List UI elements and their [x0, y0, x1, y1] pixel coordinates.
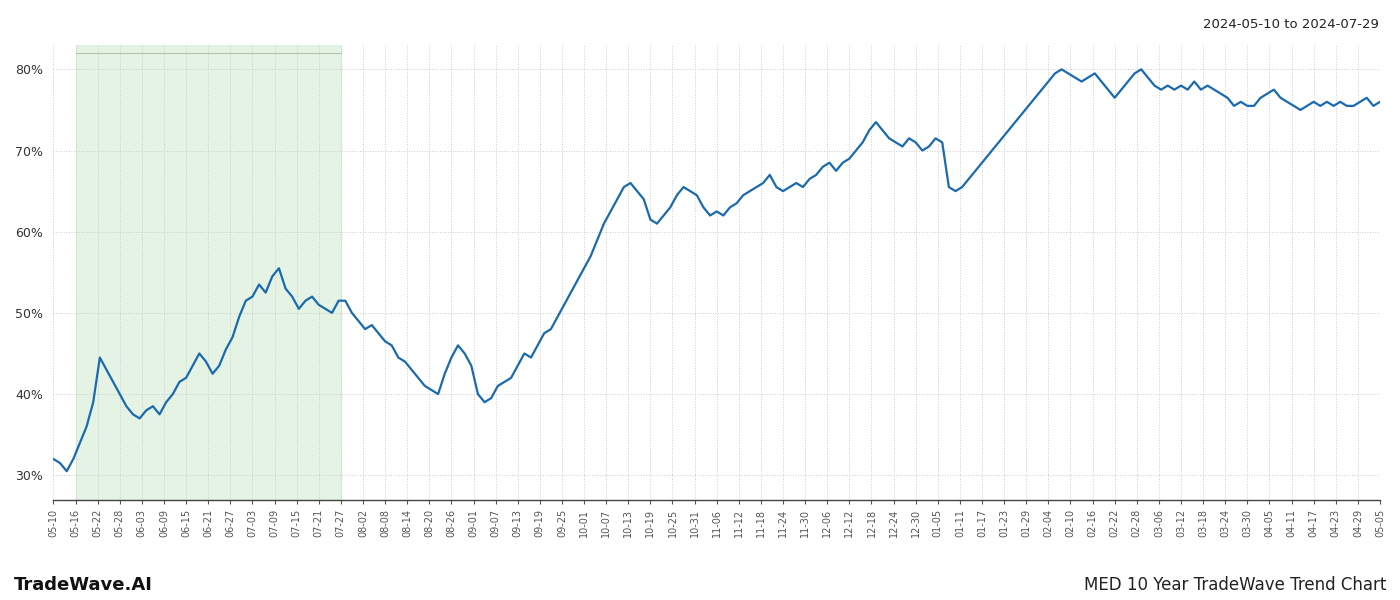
- Text: MED 10 Year TradeWave Trend Chart: MED 10 Year TradeWave Trend Chart: [1084, 576, 1386, 594]
- Text: 2024-05-10 to 2024-07-29: 2024-05-10 to 2024-07-29: [1203, 18, 1379, 31]
- Text: TradeWave.AI: TradeWave.AI: [14, 576, 153, 594]
- Bar: [76, 45, 340, 500]
